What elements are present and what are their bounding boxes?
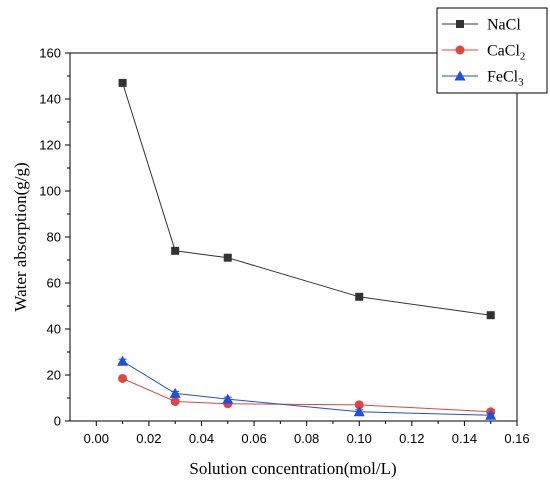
legend-label: NaCl xyxy=(487,17,521,34)
y-tick-label: 60 xyxy=(47,276,61,291)
legend-marker xyxy=(454,70,466,81)
x-axis-title: Solution concentration(mol/L) xyxy=(189,459,396,478)
data-point xyxy=(169,387,181,398)
y-tick-label: 140 xyxy=(39,92,61,107)
data-point xyxy=(355,292,364,301)
legend-marker xyxy=(455,45,465,55)
x-tick-label: 0.06 xyxy=(241,431,266,446)
y-tick-label: 40 xyxy=(47,322,61,337)
data-point xyxy=(354,400,364,410)
x-tick-label: 0.08 xyxy=(294,431,319,446)
legend-item: CaCl2 xyxy=(442,43,525,63)
series-line xyxy=(122,360,491,416)
y-tick-label: 80 xyxy=(47,230,61,245)
x-tick-label: 0.10 xyxy=(347,431,372,446)
y-tick-label: 20 xyxy=(47,368,61,383)
x-tick-label: 0.02 xyxy=(136,431,161,446)
data-point xyxy=(117,355,129,366)
data-point xyxy=(486,311,495,320)
x-tick-label: 0.00 xyxy=(84,431,109,446)
series-fecl3 xyxy=(117,355,497,420)
y-tick-label: 100 xyxy=(39,184,61,199)
y-tick-label: 0 xyxy=(54,414,61,429)
plot-frame xyxy=(69,52,518,422)
legend-label: CaCl2 xyxy=(487,43,525,63)
x-tick-label: 0.04 xyxy=(189,431,214,446)
legend-item: NaCl xyxy=(442,17,521,34)
series-nacl xyxy=(118,78,495,320)
y-axis-title: Water absorption(g/g) xyxy=(11,162,30,311)
y-tick-label: 120 xyxy=(39,138,61,153)
data-point xyxy=(171,246,180,255)
legend-label: FeCl3 xyxy=(487,69,524,89)
legend-item: FeCl3 xyxy=(442,69,524,89)
legend: NaCl CaCl2 FeCl3 xyxy=(436,7,548,94)
data-point xyxy=(118,373,128,383)
data-point xyxy=(485,409,497,420)
data-point xyxy=(222,393,234,404)
x-tick-label: 0.16 xyxy=(504,431,529,446)
x-tick-label: 0.14 xyxy=(452,431,477,446)
data-point xyxy=(118,78,127,87)
series-line xyxy=(122,82,491,316)
y-tick-label: 160 xyxy=(39,46,61,61)
data-point xyxy=(223,253,232,262)
data-point xyxy=(170,396,180,406)
x-tick-label: 0.12 xyxy=(399,431,424,446)
data-point xyxy=(353,406,365,417)
legend-marker xyxy=(456,20,464,28)
